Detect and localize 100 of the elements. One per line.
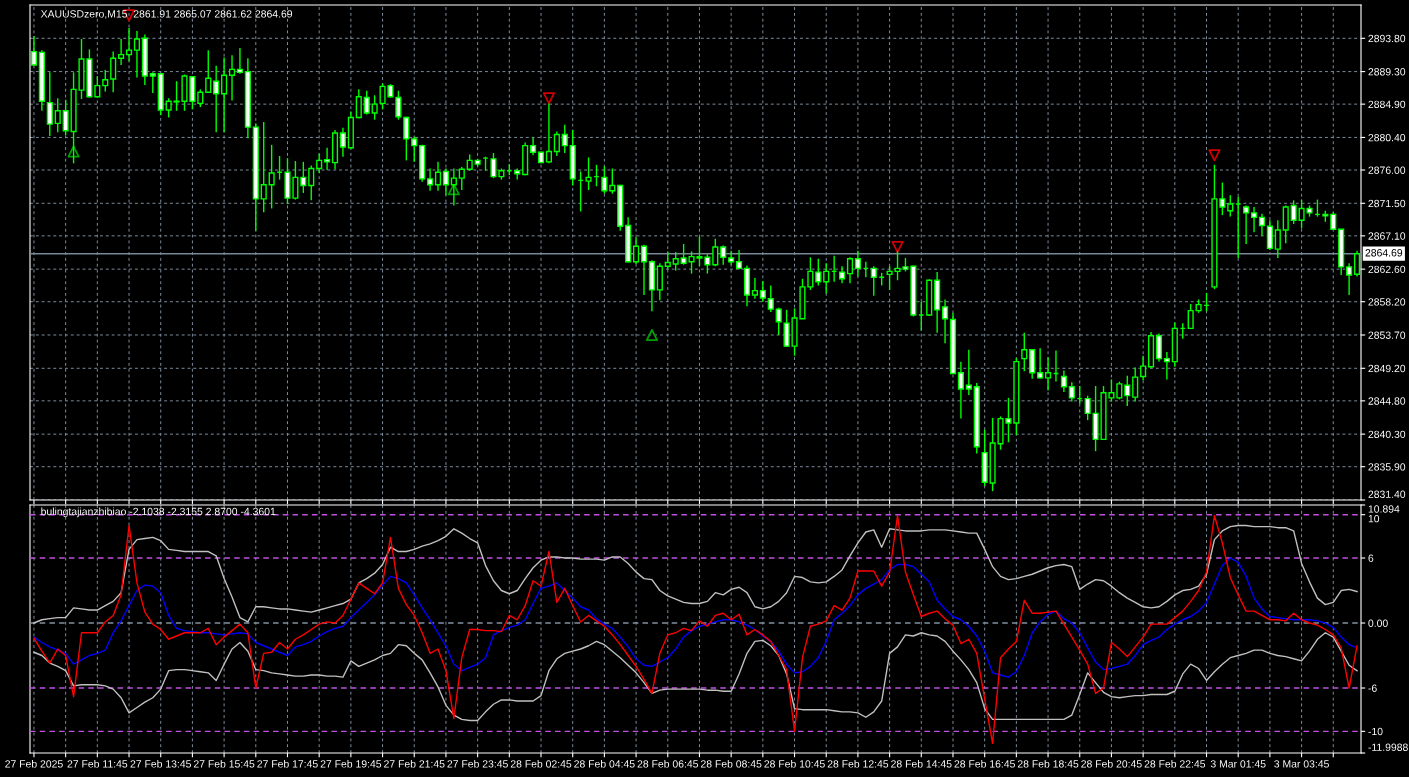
x-tick-label: 27 Feb 23:45 xyxy=(447,759,508,768)
candlestick xyxy=(395,90,402,121)
x-tick-label: 28 Feb 06:45 xyxy=(637,759,699,768)
candlestick xyxy=(656,262,663,301)
x-tick-label: 28 Feb 02:45 xyxy=(510,759,572,768)
candlestick xyxy=(339,127,347,158)
x-tick-label: 27 Feb 11:45 xyxy=(67,759,128,768)
x-tick-label: 28 Feb 22:45 xyxy=(1144,759,1206,768)
candlestick xyxy=(213,64,220,133)
candlestick xyxy=(125,27,133,62)
candlestick xyxy=(118,38,125,66)
candlestick xyxy=(1029,348,1036,380)
candlestick xyxy=(965,349,972,396)
y-tick-label: 2867.10 xyxy=(1368,232,1406,240)
point xyxy=(67,145,80,158)
x-tick-label: 27 Feb 21:45 xyxy=(384,759,445,768)
y-tick-label: 2871.50 xyxy=(1368,199,1406,208)
candlestick xyxy=(585,156,592,191)
candlestick xyxy=(110,50,117,94)
candlestick xyxy=(1021,332,1028,372)
candlestick xyxy=(450,167,457,207)
candlestick xyxy=(434,161,442,192)
y-tick-label: -11.9988 xyxy=(1368,743,1408,751)
candlestick xyxy=(633,236,640,265)
chart-title: bulingtajianzhibiao -2.1038 -2.3155 2.8700 -4.3601 xyxy=(41,507,276,518)
candlestick xyxy=(815,258,822,287)
point xyxy=(1208,149,1221,162)
candlestick xyxy=(767,284,774,313)
y-tick-label: 2849.20 xyxy=(1368,364,1406,373)
y-tick-label: 0.00 xyxy=(1368,619,1388,627)
line-series xyxy=(33,632,1358,722)
candlestick xyxy=(1243,204,1250,245)
x-tick-label: 28 Feb 10:45 xyxy=(764,759,825,768)
y-tick-label: 2831.40 xyxy=(1368,490,1406,498)
x-tick-label: 3 Mar 01:45 xyxy=(1210,760,1266,768)
candlestick xyxy=(46,71,53,137)
x-tick-label: 28 Feb 16:45 xyxy=(954,759,1015,768)
y-tick-label: 2893.80 xyxy=(1368,34,1406,43)
candlestick xyxy=(854,249,861,278)
candlestick xyxy=(601,165,608,195)
candlestick xyxy=(1132,366,1139,403)
candlestick xyxy=(308,164,315,202)
candlestick xyxy=(355,88,362,119)
candlestick xyxy=(1290,199,1297,225)
candlestick xyxy=(1140,355,1147,381)
y-tick-label: 2858.20 xyxy=(1368,298,1406,306)
y-tick-label: 2853.70 xyxy=(1368,331,1406,339)
candlestick xyxy=(1282,204,1289,244)
line-series xyxy=(33,557,1358,678)
candlestick xyxy=(54,97,61,133)
candlestick xyxy=(957,360,964,420)
y-tick-label: 2835.90 xyxy=(1368,463,1406,471)
y-tick-label: 2876.00 xyxy=(1368,166,1406,174)
candlestick xyxy=(205,49,212,94)
candlestick xyxy=(1068,381,1075,403)
candlestick xyxy=(221,56,228,133)
x-tick-label: 28 Feb 08:45 xyxy=(700,759,762,768)
y-tick-label: 10.894 xyxy=(1368,505,1400,513)
candlestick xyxy=(720,244,727,266)
x-tick-label: 28 Feb 12:45 xyxy=(827,759,889,768)
candlestick xyxy=(427,167,434,192)
candlestick xyxy=(545,102,553,165)
x-tick-label: 3 Mar 03:45 xyxy=(1274,760,1329,768)
y-tick-label: -6 xyxy=(1368,684,1377,692)
candlestick xyxy=(62,99,69,136)
candlestick xyxy=(759,280,766,303)
y-tick-label: -10 xyxy=(1368,727,1383,736)
candlestick xyxy=(1084,394,1091,421)
x-tick-label: 27 Feb 17:45 xyxy=(257,759,318,768)
candlestick xyxy=(268,144,275,210)
candlestick xyxy=(1274,219,1281,259)
candlestick xyxy=(846,256,854,284)
candlestick xyxy=(324,147,331,171)
candlestick xyxy=(300,161,307,194)
point xyxy=(645,328,658,342)
candlestick xyxy=(1044,356,1052,392)
candlestick xyxy=(1163,351,1170,381)
candlestick xyxy=(1346,262,1353,296)
ref-line-label: 2864.69 xyxy=(1365,249,1403,257)
candlestick xyxy=(775,306,782,336)
candlestick xyxy=(149,71,156,94)
y-tick-label: 2840.30 xyxy=(1368,430,1406,439)
candlestick xyxy=(133,30,141,79)
x-tick-label: 27 Feb 2025 xyxy=(5,759,63,768)
y-tick-label: 2862.60 xyxy=(1368,265,1406,274)
candlestick xyxy=(1037,347,1044,380)
candlestick xyxy=(1187,303,1194,330)
y-tick-label: 2844.80 xyxy=(1368,397,1406,405)
candlestick xyxy=(1258,212,1266,237)
y-tick-label: 10 xyxy=(1368,514,1380,523)
x-tick-label: 28 Feb 04:45 xyxy=(574,759,635,768)
candlestick xyxy=(363,90,370,116)
candlestick xyxy=(640,244,648,296)
candlestick xyxy=(316,153,323,174)
candlestick xyxy=(102,69,109,93)
candlestick xyxy=(672,251,679,272)
y-tick-label: 6 xyxy=(1368,554,1374,562)
candlestick xyxy=(561,124,568,154)
y-tick-label: 2884.90 xyxy=(1368,100,1406,109)
candlestick xyxy=(823,262,830,295)
